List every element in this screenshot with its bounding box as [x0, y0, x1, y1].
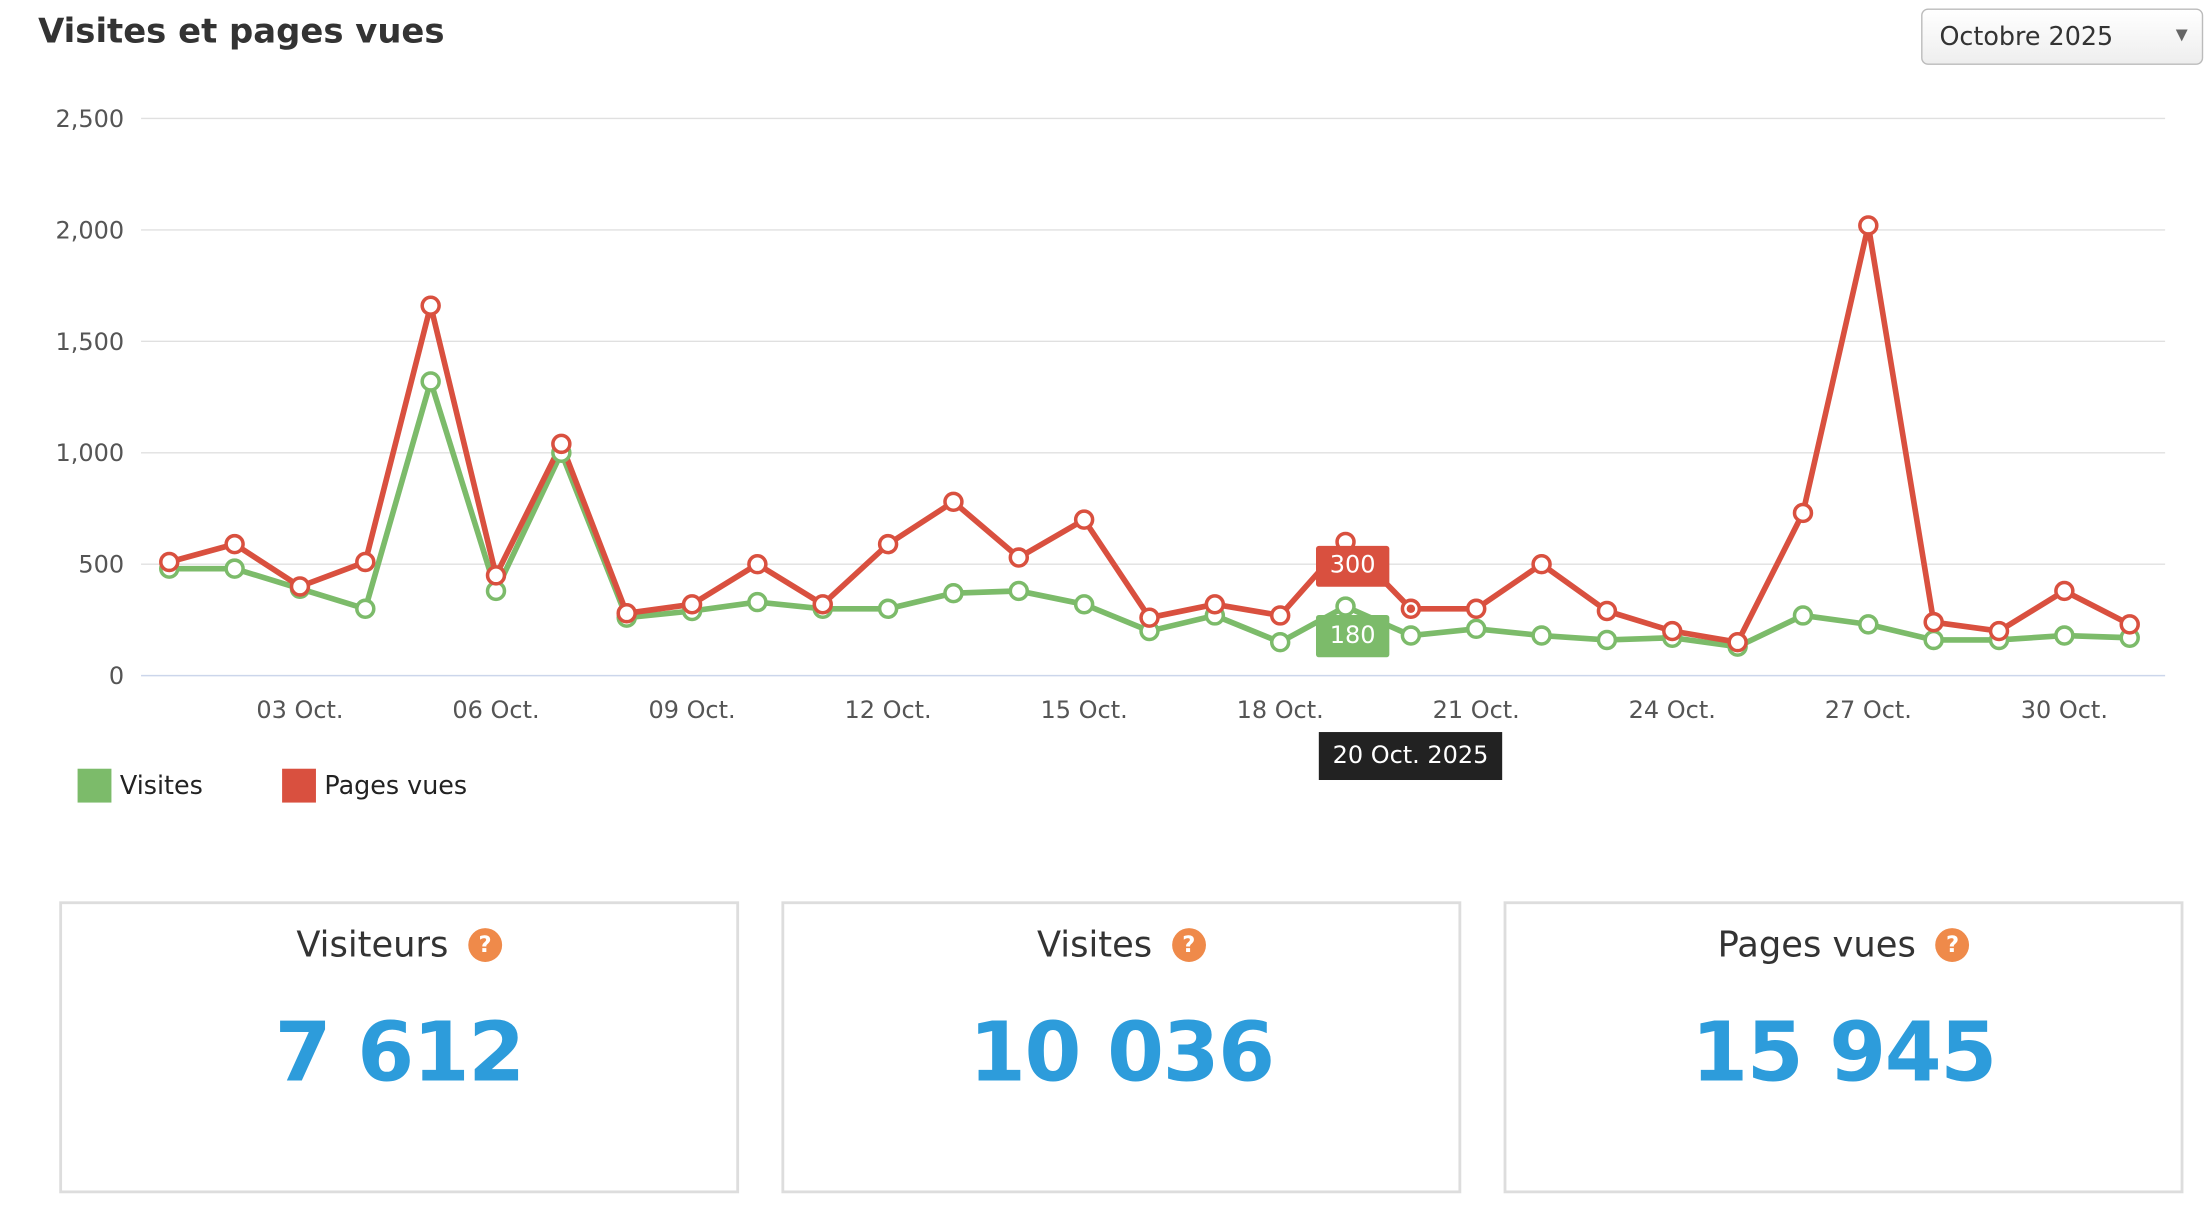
data-point-pages-vues	[1858, 215, 1879, 236]
stat-value: 10 036	[969, 1004, 1275, 1101]
x-tick-label: 09 Oct.	[648, 696, 735, 724]
x-tick-label: 18 Oct.	[1237, 696, 1324, 724]
series-line-visites	[169, 378, 2130, 650]
tooltip-date: 20 Oct. 2025	[1318, 732, 1503, 781]
data-point-pages-vues	[1792, 502, 1814, 524]
data-point-visites	[1531, 625, 1552, 646]
data-point-visites	[877, 598, 899, 619]
x-tick-label: 12 Oct.	[844, 696, 931, 724]
page-title: Visites et pages vues	[38, 11, 445, 51]
data-point-pages-vues	[2054, 580, 2075, 602]
data-point-pages-vues	[1466, 598, 1487, 619]
legend-label: Visites	[119, 770, 203, 801]
data-point-pages-vues	[1269, 605, 1291, 626]
y-tick-label: 500	[78, 551, 124, 579]
x-tick-label: 06 Oct.	[452, 696, 539, 724]
data-point-pages-vues	[551, 433, 572, 455]
data-point-visites	[1923, 629, 1944, 651]
tooltip-visites: 180	[1315, 614, 1390, 658]
data-point-pages-vues	[1204, 594, 1226, 615]
series-line-pages-vues	[168, 222, 2131, 646]
data-point-visites	[224, 558, 245, 579]
data-point-visites	[1073, 594, 1095, 615]
x-tick-label: 21 Oct.	[1433, 696, 1520, 724]
y-tick-label: 1,500	[55, 328, 124, 356]
data-point-pages-vues	[224, 533, 245, 555]
y-tick-label: 2,000	[55, 216, 124, 244]
data-point-visites	[1858, 614, 1879, 635]
data-point-pages-vues	[943, 491, 964, 513]
stat-card-visites: Visites? 10 036	[781, 901, 1462, 1194]
data-point-pages-vues	[1139, 607, 1160, 628]
x-tick-label: 24 Oct.	[1629, 696, 1716, 724]
data-point-visites	[1269, 631, 1291, 653]
hover-point	[1406, 604, 1416, 614]
chevron-down-icon: ▼	[2175, 25, 2188, 44]
help-icon[interactable]: ?	[1935, 927, 1970, 962]
stat-card-visiteurs: Visiteurs? 7 612	[59, 901, 740, 1194]
data-point-pages-vues	[1662, 620, 1683, 642]
data-point-visites	[2054, 625, 2075, 646]
stat-value: 15 945	[1691, 1004, 1997, 1101]
stat-value: 7 612	[274, 1004, 526, 1101]
data-point-pages-vues	[1727, 631, 1748, 653]
data-point-visites	[943, 582, 964, 604]
data-point-pages-vues	[1596, 600, 1618, 622]
data-point-pages-vues	[420, 295, 441, 316]
y-tick-label: 1,000	[55, 439, 124, 467]
x-tick-label: 03 Oct.	[256, 696, 343, 724]
data-point-visites	[1466, 618, 1487, 640]
x-tick-label: 15 Oct.	[1041, 696, 1128, 724]
data-point-pages-vues	[159, 551, 180, 573]
data-point-visites	[1400, 625, 1422, 646]
data-point-pages-vues	[681, 594, 703, 615]
line-chart: 0 500 1,000 1,500 2,000 2,500 03 Oct. 06 Oct. 09…	[55, 105, 2166, 724]
legend-item-visites[interactable]: Visites	[77, 768, 203, 803]
legend-swatch	[77, 768, 112, 803]
data-point-pages-vues	[1923, 611, 1944, 633]
legend-item-pages-vues[interactable]: Pages vues	[282, 768, 468, 803]
data-point-pages-vues	[289, 576, 311, 597]
data-point-visites	[420, 371, 441, 392]
stat-card-pages-vues: Pages vues? 15 945	[1503, 901, 2184, 1194]
data-point-pages-vues	[1988, 620, 2010, 642]
data-point-pages-vues	[485, 565, 507, 586]
data-point-pages-vues	[2119, 614, 2140, 635]
help-icon[interactable]: ?	[1171, 927, 1206, 962]
stat-label: Visiteurs	[296, 923, 449, 965]
data-point-visites	[1008, 580, 1030, 602]
legend-label: Pages vues	[324, 770, 468, 801]
data-point-pages-vues	[812, 594, 833, 615]
period-select[interactable]: Octobre 2025 ▼	[1921, 8, 2204, 65]
stat-label: Visites	[1036, 923, 1153, 965]
data-point-visites	[355, 598, 376, 619]
data-point-pages-vues	[1531, 553, 1552, 575]
x-tick-label: 30 Oct.	[2021, 696, 2108, 724]
legend-swatch	[282, 768, 316, 803]
data-point-pages-vues	[1008, 547, 1030, 568]
data-point-visites	[1335, 596, 1356, 617]
data-point-pages-vues	[1073, 509, 1095, 530]
period-select-value: Octobre 2025	[1939, 22, 2114, 53]
data-point-pages-vues	[616, 603, 637, 624]
y-tick-label: 0	[109, 662, 124, 690]
y-tick-label: 2,500	[55, 105, 124, 133]
data-point-visites	[747, 591, 768, 613]
stat-label: Pages vues	[1717, 923, 1916, 965]
x-tick-label: 27 Oct.	[1825, 696, 1912, 724]
data-point-visites	[1792, 605, 1814, 626]
data-point-visites	[1596, 629, 1618, 651]
help-icon[interactable]: ?	[468, 927, 503, 962]
data-point-pages-vues	[877, 533, 899, 555]
data-point-pages-vues	[747, 553, 768, 575]
data-point-pages-vues	[355, 551, 376, 573]
tooltip-pages-vues: 300	[1315, 545, 1390, 587]
